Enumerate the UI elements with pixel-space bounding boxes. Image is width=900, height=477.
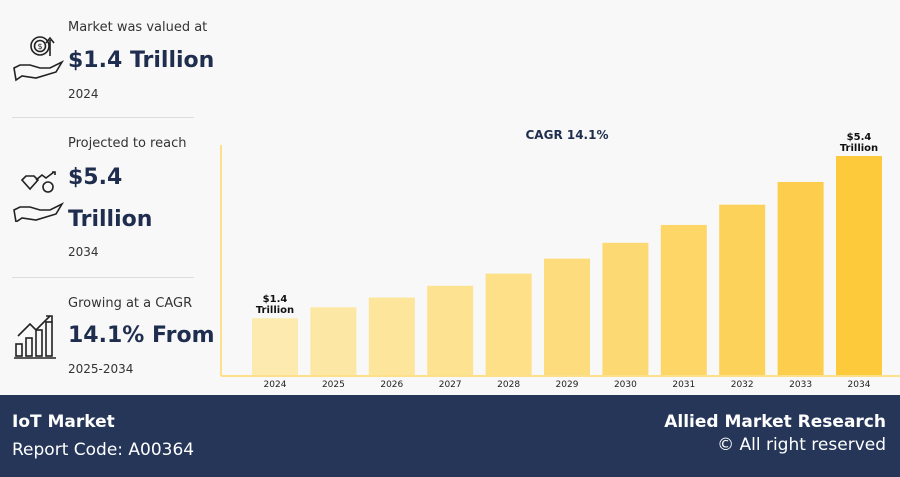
bar-2030 [602,242,649,375]
stat-value-line1: $5.4 [68,165,123,190]
bar-2025 [310,307,357,375]
growth-chart-icon [14,315,56,359]
divider [12,277,194,278]
bar-2033 [777,181,824,375]
footer: IoT Market Report Code: A00364 Allied Ma… [0,395,900,477]
bar-2024 [252,318,298,375]
copyright: © All right reserved [717,435,886,455]
svg-text:$: $ [38,42,43,51]
x-tick-label: 2028 [497,380,520,390]
bar-2026 [368,297,415,375]
stat-projected: Projected to reach $5.4 Trillion 2034 [12,118,194,278]
stat-valued: $ Market was valued at $1.4 Trillion 202… [12,0,214,115]
divider [12,117,194,118]
data-label: $5.4 [847,132,872,143]
bar-2034 [836,156,882,375]
diamond-hand-icon [13,171,64,222]
data-label: $1.4 [263,294,288,305]
x-tick-label: 2034 [848,380,871,390]
x-tick-label: 2027 [439,380,462,390]
bar-2028 [485,273,532,375]
stat-label: Projected to reach [68,136,187,151]
stat-value: $1.4 Trillion [68,48,215,73]
stat-label: Market was valued at [68,20,208,35]
x-tick-label: 2030 [614,380,637,390]
x-tick-label: 2026 [380,380,403,390]
money-hand-icon: $ [13,36,64,82]
chart-title: CAGR 14.1% [526,128,609,142]
stat-year: 2025-2034 [68,362,134,376]
brand-name: Allied Market Research [664,412,886,432]
report-code: Report Code: A00364 [12,440,195,460]
stat-value-line2: Trillion [68,207,153,232]
bar-2027 [427,285,474,375]
data-label: Trillion [256,305,294,316]
x-tick-label: 2032 [731,380,754,390]
x-tick-label: 2033 [789,380,812,390]
stat-value: 14.1% From [68,323,215,348]
report-title: IoT Market [12,412,115,432]
data-label: Trillion [840,143,878,154]
stat-label: Growing at a CAGR [68,296,193,311]
bar-2029 [544,258,590,375]
stat-year: 2034 [68,245,99,259]
x-tick-label: 2024 [264,380,287,390]
x-tick-label: 2025 [322,380,345,390]
x-tick-label: 2031 [672,380,695,390]
stat-cagr: Growing at a CAGR 14.1% From 2025-2034 [12,278,215,393]
bar-2031 [660,224,707,375]
x-tick-label: 2029 [556,380,579,390]
bar-2032 [719,204,766,375]
stat-year: 2024 [68,87,99,101]
